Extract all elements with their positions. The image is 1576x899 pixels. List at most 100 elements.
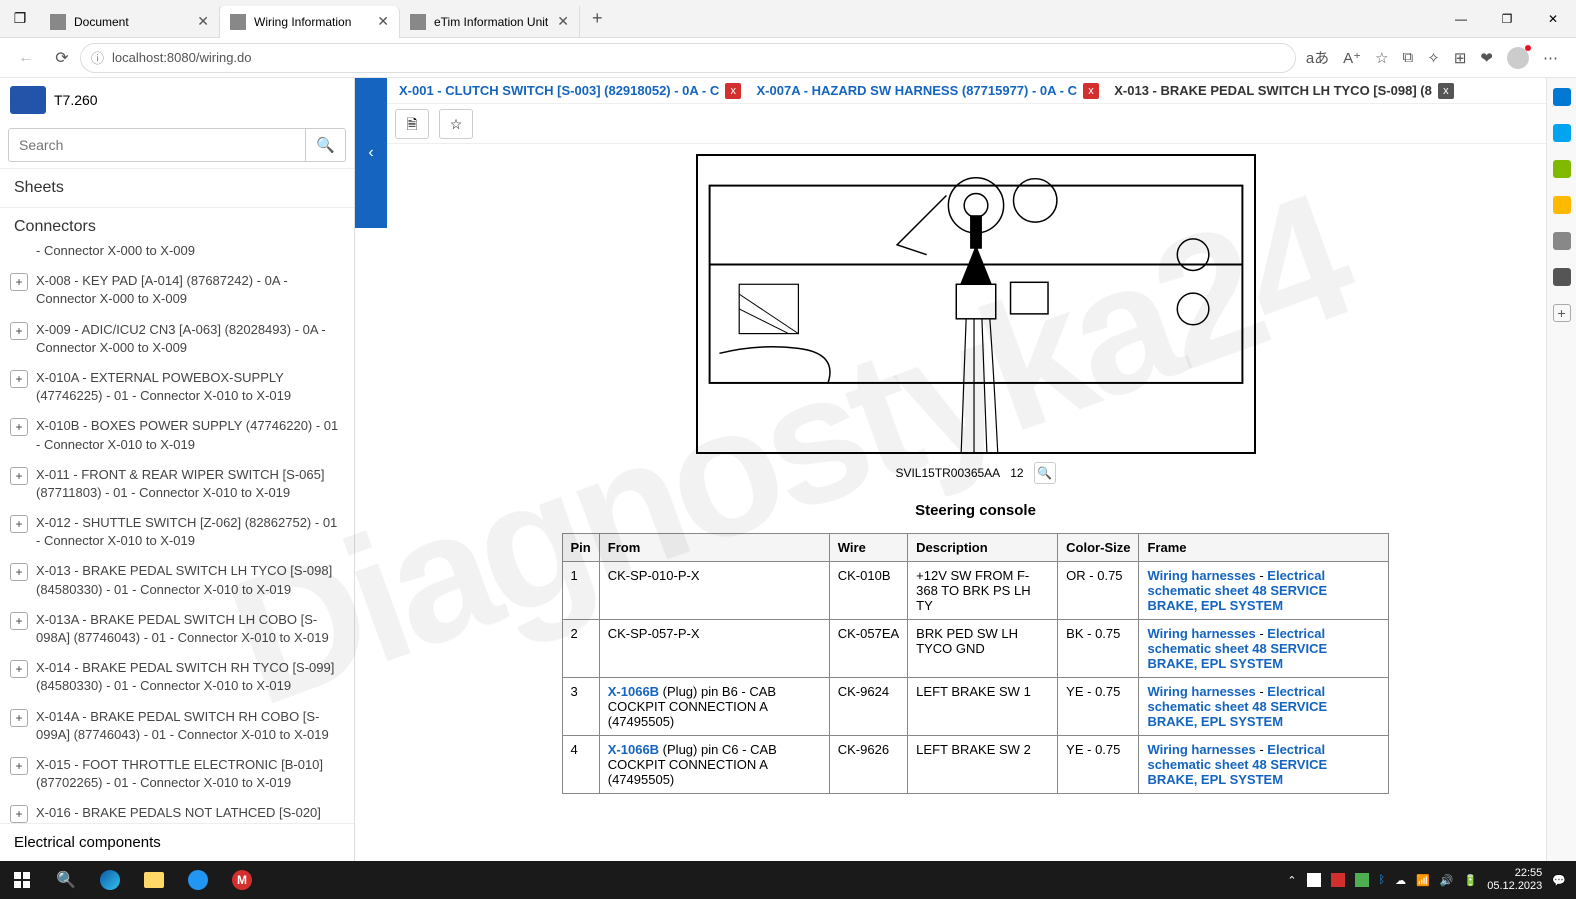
from-link[interactable]: X-1066B bbox=[608, 684, 659, 699]
edge-tool-1[interactable] bbox=[1553, 88, 1571, 106]
nav-back[interactable]: ← bbox=[8, 49, 44, 67]
section-electrical-components[interactable]: Electrical components bbox=[0, 823, 354, 861]
tab-close-icon[interactable]: x bbox=[1083, 83, 1099, 99]
section-connectors[interactable]: Connectors bbox=[0, 207, 354, 246]
downloads-icon[interactable]: ⊞ bbox=[1454, 49, 1467, 67]
expand-icon[interactable]: + bbox=[10, 370, 28, 388]
tab-overview-button[interactable]: ❐ bbox=[0, 10, 40, 27]
taskbar-search[interactable]: 🔍 bbox=[44, 861, 88, 899]
expand-icon[interactable]: + bbox=[10, 660, 28, 678]
taskbar-explorer[interactable] bbox=[132, 861, 176, 899]
start-button[interactable] bbox=[0, 861, 44, 899]
document-tab-link[interactable]: X-007A - HAZARD SW HARNESS (87715977) - … bbox=[757, 83, 1078, 98]
tab-close-icon[interactable]: x bbox=[725, 83, 741, 99]
site-info-icon[interactable]: ⓘ bbox=[91, 48, 104, 67]
browser-tab[interactable]: Wiring Information✕ bbox=[220, 6, 400, 38]
window-close[interactable]: ✕ bbox=[1530, 0, 1576, 38]
connector-item[interactable]: +X-009 - ADIC/ICU2 CN3 [A-063] (82028493… bbox=[6, 315, 348, 363]
search-button[interactable]: 🔍 bbox=[306, 128, 346, 162]
search-input[interactable] bbox=[8, 128, 306, 162]
connector-item[interactable]: +X-016 - BRAKE PEDALS NOT LATHCED [S-020… bbox=[6, 798, 348, 823]
tab-close-icon[interactable]: x bbox=[1438, 83, 1454, 99]
document-tab-label: X-013 - BRAKE PEDAL SWITCH LH TYCO [S-09… bbox=[1114, 83, 1432, 98]
connector-item[interactable]: +X-015 - FOOT THROTTLE ELECTRONIC [B-010… bbox=[6, 750, 348, 798]
browser-tab[interactable]: eTim Information Unit✕ bbox=[400, 6, 580, 38]
connector-item[interactable]: +X-014A - BRAKE PEDAL SWITCH RH COBO [S-… bbox=[6, 702, 348, 750]
edge-tool-4[interactable] bbox=[1553, 196, 1571, 214]
taskbar-app-red[interactable]: M bbox=[220, 861, 264, 899]
connector-item[interactable]: +X-011 - FRONT & REAR WIPER SWITCH [S-06… bbox=[6, 460, 348, 508]
expand-icon[interactable]: + bbox=[10, 563, 28, 581]
browser-tab[interactable]: Document✕ bbox=[40, 6, 220, 38]
new-tab-button[interactable]: + bbox=[580, 8, 615, 29]
connector-list[interactable]: - Connector X-000 to X-009+X-008 - KEY P… bbox=[0, 246, 354, 823]
tray-wifi-icon[interactable]: 📶 bbox=[1416, 874, 1430, 887]
expand-icon[interactable]: + bbox=[10, 418, 28, 436]
connector-item[interactable]: +X-013A - BRAKE PEDAL SWITCH LH COBO [S-… bbox=[6, 605, 348, 653]
connector-item[interactable]: +X-013 - BRAKE PEDAL SWITCH LH TYCO [S-0… bbox=[6, 556, 348, 604]
document-button[interactable]: 🗎 bbox=[395, 109, 429, 139]
zoom-button[interactable]: 🔍 bbox=[1034, 462, 1056, 484]
tray-icon-2[interactable] bbox=[1331, 873, 1345, 887]
connector-item[interactable]: +X-014 - BRAKE PEDAL SWITCH RH TYCO [S-0… bbox=[6, 653, 348, 701]
connector-item[interactable]: +X-008 - KEY PAD [A-014] (87687242) - 0A… bbox=[6, 266, 348, 314]
tray-icon-3[interactable] bbox=[1355, 873, 1369, 887]
tab-close-icon[interactable]: ✕ bbox=[557, 13, 569, 30]
sidebar-collapse-button[interactable]: ‹ bbox=[355, 78, 387, 228]
tray-battery-icon[interactable]: 🔋 bbox=[1464, 874, 1478, 887]
expand-icon[interactable]: + bbox=[10, 515, 28, 533]
connector-item[interactable]: +X-010A - EXTERNAL POWEBOX-SUPPLY (47746… bbox=[6, 363, 348, 411]
extensions-icon[interactable]: ✧ bbox=[1427, 49, 1440, 67]
from-link[interactable]: X-1066B bbox=[608, 742, 659, 757]
expand-icon[interactable]: + bbox=[10, 612, 28, 630]
url-input[interactable]: ⓘ localhost:8080/wiring.do bbox=[80, 43, 1296, 73]
taskbar-edge[interactable] bbox=[88, 861, 132, 899]
edge-add-tool[interactable]: + bbox=[1553, 304, 1571, 322]
edge-tool-5[interactable] bbox=[1553, 232, 1571, 250]
section-sheets[interactable]: Sheets bbox=[0, 168, 354, 207]
expand-icon[interactable]: + bbox=[10, 273, 28, 291]
tray-up-icon[interactable]: ⌃ bbox=[1287, 874, 1296, 887]
expand-icon[interactable]: + bbox=[10, 757, 28, 775]
edge-tool-6[interactable] bbox=[1553, 268, 1571, 286]
document-tab[interactable]: X-013 - BRAKE PEDAL SWITCH LH TYCO [S-09… bbox=[1110, 83, 1458, 99]
nav-refresh[interactable]: ⟳ bbox=[44, 48, 80, 68]
translate-icon[interactable]: aあ bbox=[1306, 47, 1329, 68]
expand-icon[interactable]: + bbox=[10, 322, 28, 340]
taskbar-clock[interactable]: 22:55 05.12.2023 bbox=[1487, 867, 1542, 893]
tray-notifications-icon[interactable]: 💬 bbox=[1552, 874, 1566, 887]
edge-tool-2[interactable] bbox=[1553, 124, 1571, 142]
content-area[interactable]: SVIL15TR00365AA 12 🔍 Steering console Pi… bbox=[355, 144, 1576, 861]
tray-cloud-icon[interactable]: ☁ bbox=[1395, 874, 1406, 887]
more-icon[interactable]: ⋯ bbox=[1543, 49, 1558, 67]
profile-icon[interactable] bbox=[1507, 47, 1529, 69]
expand-icon[interactable]: + bbox=[10, 467, 28, 485]
app-icon[interactable]: ❤ bbox=[1480, 49, 1493, 67]
connector-item[interactable]: - Connector X-000 to X-009 bbox=[6, 246, 348, 266]
tray-icon-1[interactable] bbox=[1307, 873, 1321, 887]
connector-item[interactable]: +X-012 - SHUTTLE SWITCH [Z-062] (8286275… bbox=[6, 508, 348, 556]
frame-link-1[interactable]: Wiring harnesses bbox=[1147, 626, 1255, 641]
frame-link-1[interactable]: Wiring harnesses bbox=[1147, 684, 1255, 699]
favorite-button[interactable]: ☆ bbox=[439, 109, 473, 139]
connector-item[interactable]: +X-010B - BOXES POWER SUPPLY (47746220) … bbox=[6, 411, 348, 459]
expand-icon[interactable]: + bbox=[10, 709, 28, 727]
taskbar-app-blue[interactable] bbox=[176, 861, 220, 899]
read-aloud-icon[interactable]: A⁺ bbox=[1343, 49, 1361, 67]
tray-bluetooth-icon[interactable]: ᛒ bbox=[1379, 874, 1386, 886]
document-tab[interactable]: X-007A - HAZARD SW HARNESS (87715977) - … bbox=[753, 83, 1104, 99]
tray-sound-icon[interactable]: 🔊 bbox=[1440, 874, 1454, 887]
frame-link-1[interactable]: Wiring harnesses bbox=[1147, 742, 1255, 757]
window-minimize[interactable]: — bbox=[1438, 0, 1484, 38]
document-tab-link[interactable]: X-001 - CLUTCH SWITCH [S-003] (82918052)… bbox=[399, 83, 719, 98]
edge-tool-3[interactable] bbox=[1553, 160, 1571, 178]
frame-link-1[interactable]: Wiring harnesses bbox=[1147, 568, 1255, 583]
collections-icon[interactable]: ⧉ bbox=[1403, 49, 1414, 66]
tab-close-icon[interactable]: ✕ bbox=[197, 13, 209, 30]
expand-icon[interactable]: + bbox=[10, 805, 28, 823]
window-maximize[interactable]: ❐ bbox=[1484, 0, 1530, 38]
tab-close-icon[interactable]: ✕ bbox=[377, 13, 389, 30]
document-tab[interactable]: X-001 - CLUTCH SWITCH [S-003] (82918052)… bbox=[395, 83, 745, 99]
favorite-icon[interactable]: ☆ bbox=[1375, 49, 1388, 67]
url-text: localhost:8080/wiring.do bbox=[112, 50, 251, 65]
